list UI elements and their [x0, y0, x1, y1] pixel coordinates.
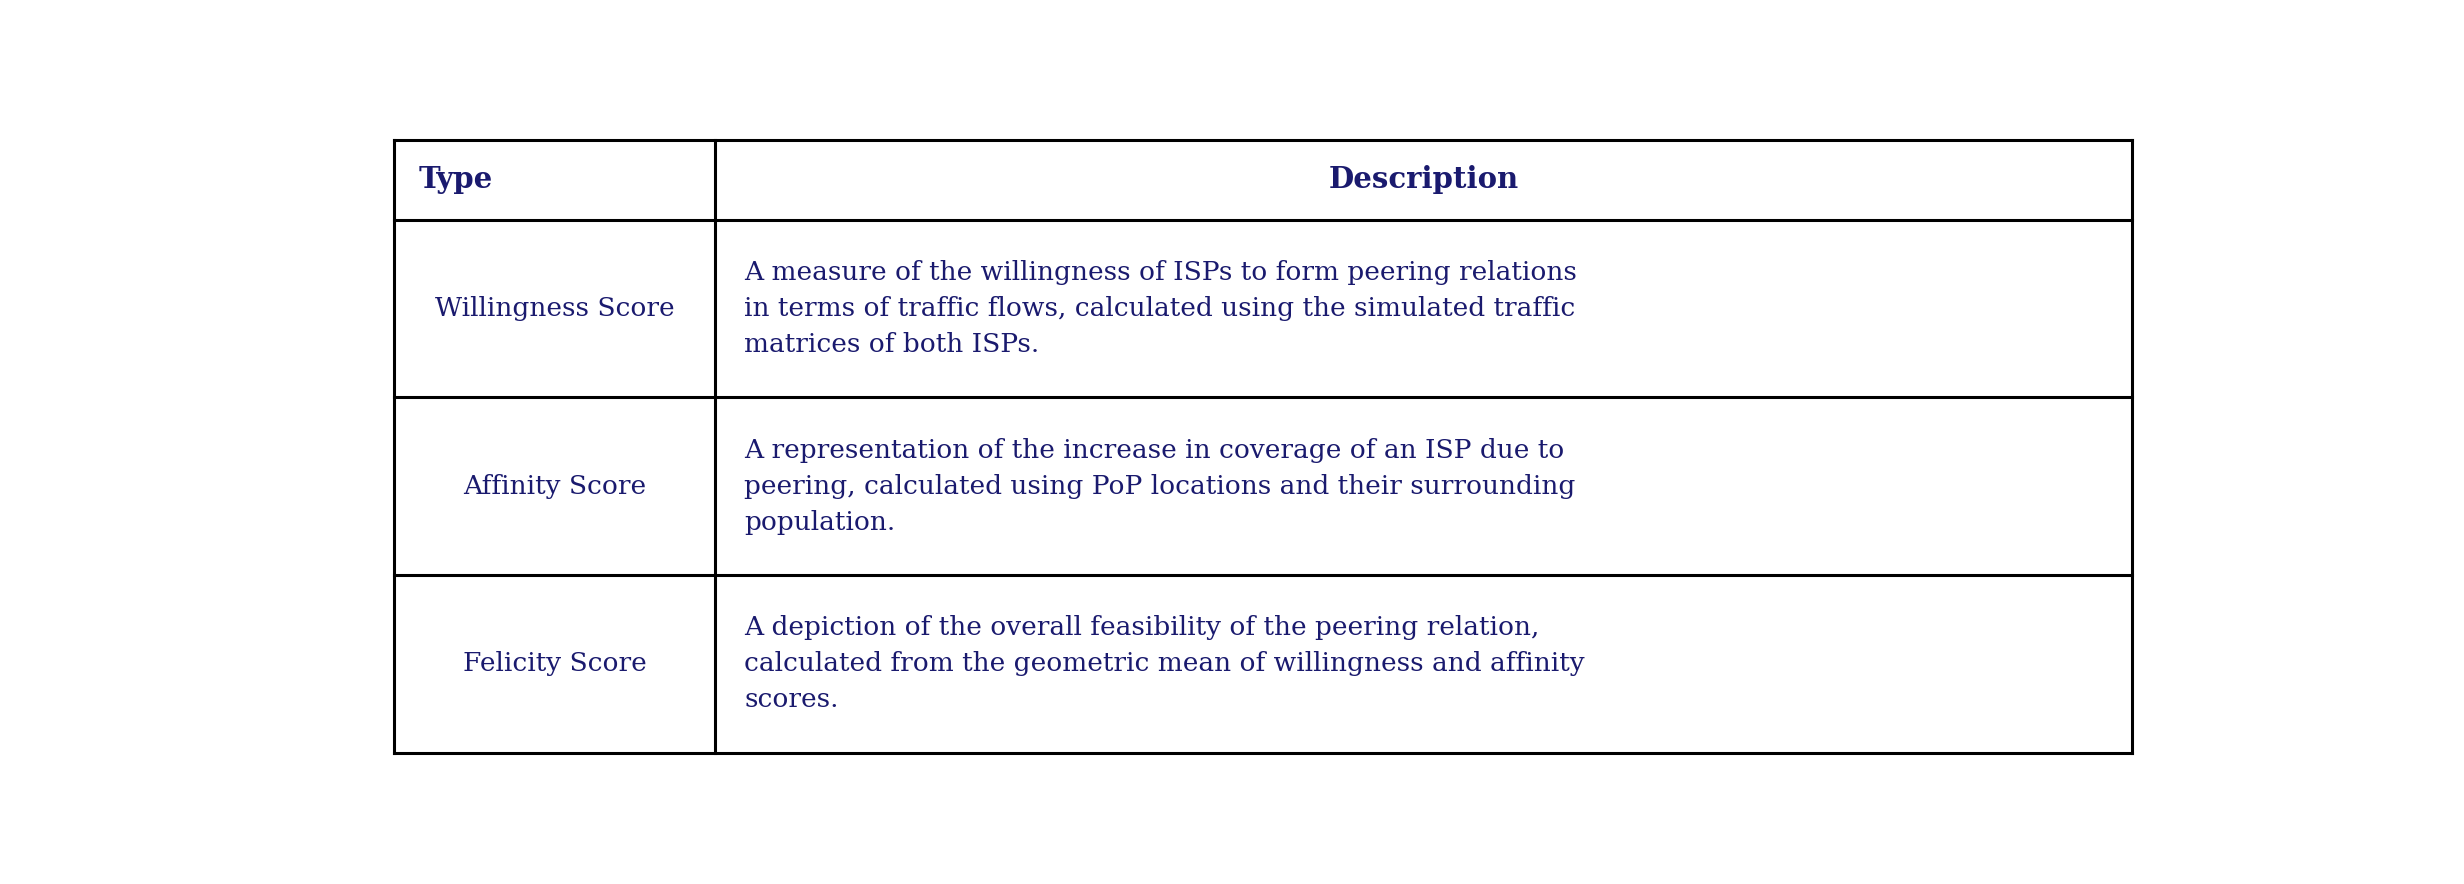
Text: A depiction of the overall feasibility of the peering relation,
calculated from : A depiction of the overall feasibility o… — [744, 615, 1584, 713]
Text: Affinity Score: Affinity Score — [463, 474, 646, 499]
Text: A representation of the increase in coverage of an ISP due to
peering, calculate: A representation of the increase in cove… — [744, 438, 1574, 535]
Text: Felicity Score: Felicity Score — [463, 652, 646, 676]
Text: A measure of the willingness of ISPs to form peering relations
in terms of traff: A measure of the willingness of ISPs to … — [744, 260, 1577, 357]
Text: Description: Description — [1328, 165, 1518, 194]
Text: Willingness Score: Willingness Score — [434, 296, 675, 321]
Text: Type: Type — [419, 165, 493, 194]
